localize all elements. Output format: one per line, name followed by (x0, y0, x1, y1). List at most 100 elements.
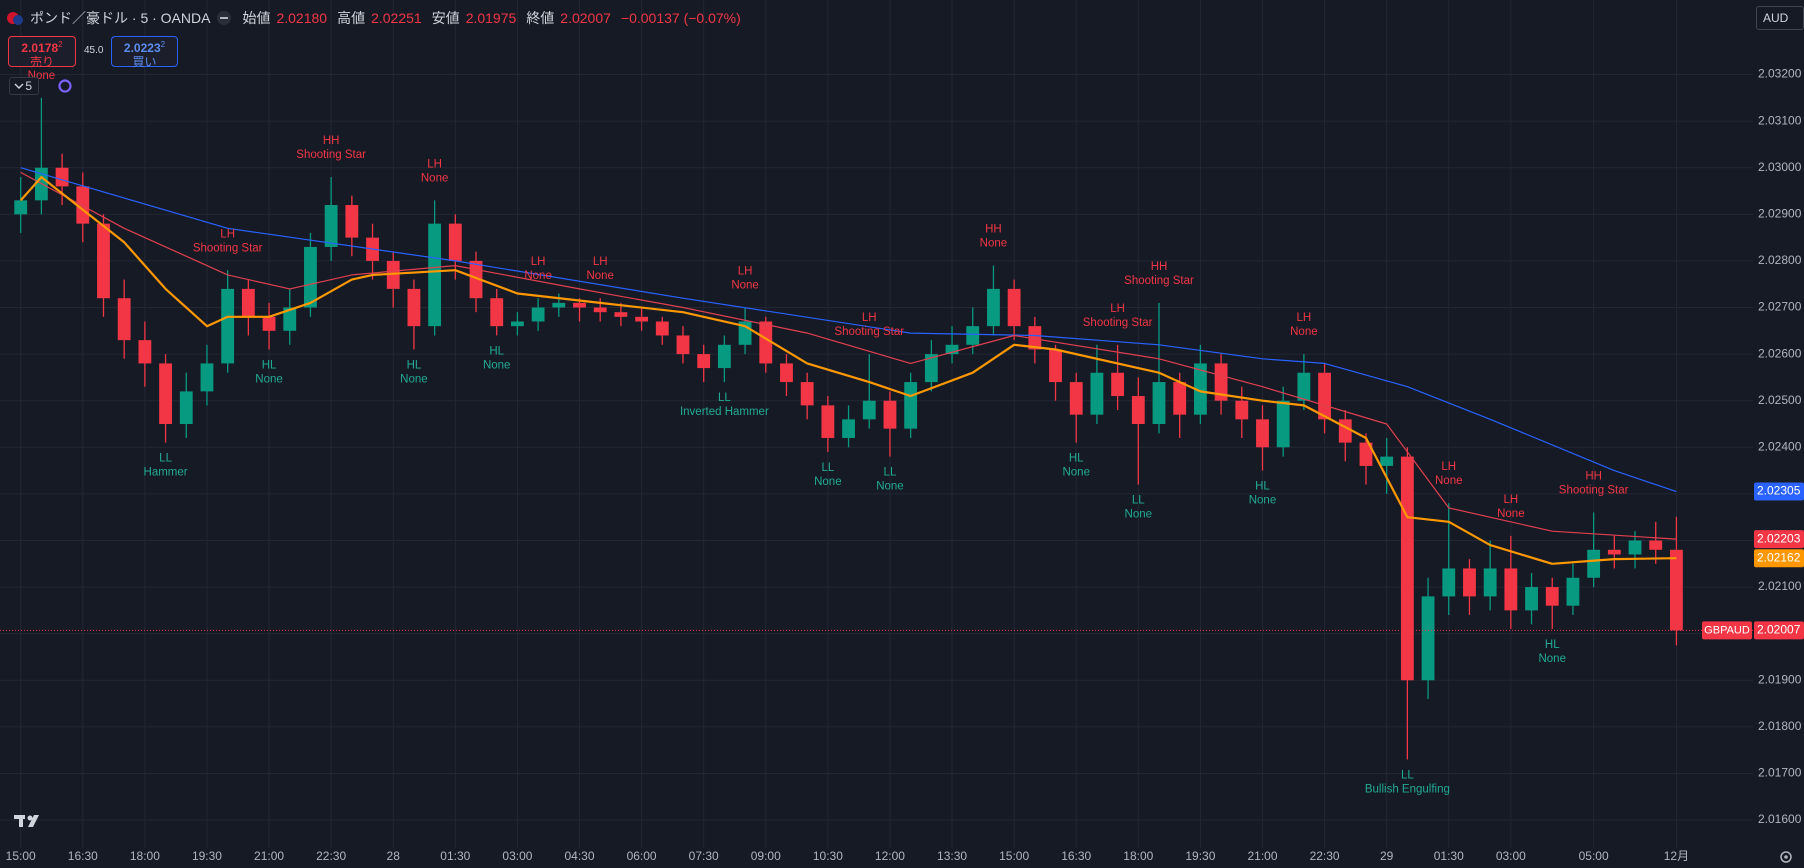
candle-body (1338, 419, 1352, 443)
pivot-label: None (876, 481, 904, 493)
ma-line (20, 171, 1677, 540)
x-tick-label: 01:30 (440, 849, 470, 863)
candle-body (76, 186, 90, 224)
buy-price: 2.0223 (123, 41, 161, 55)
pivot-label: LH (1441, 461, 1456, 473)
price-tag (1754, 482, 1804, 501)
y-tick-label: 2.03100 (1758, 113, 1802, 127)
indicator-toggle[interactable]: 5 (9, 77, 39, 95)
price-tag-label: 2.02162 (1757, 550, 1801, 564)
pivot-label: HL (407, 359, 422, 371)
pivot-label: None (400, 373, 428, 385)
sell-button[interactable]: 2.01782 売り (8, 36, 76, 69)
candle-body (987, 288, 1000, 327)
candle-body (1297, 372, 1311, 401)
candle-body (1587, 549, 1601, 578)
candle-body (200, 363, 214, 392)
ohlc-label: 始値 (242, 10, 271, 26)
candle-body (283, 307, 297, 331)
candle-body (428, 223, 442, 327)
x-tick-label: 22:30 (316, 849, 346, 863)
price-tag-label: 2.02305 (1757, 484, 1801, 498)
pivot-label: LH (531, 256, 546, 268)
symbol-tag (1702, 621, 1752, 640)
x-tick-label: 16:30 (1061, 849, 1091, 863)
x-tick-label: 18:00 (1123, 849, 1153, 863)
candle-body (1380, 456, 1394, 466)
candle-body (1152, 382, 1166, 424)
ohlc-label: 安値 (431, 10, 460, 26)
pivot-label: None (980, 238, 1008, 250)
candle-body (221, 288, 235, 364)
candle-body (1566, 577, 1580, 606)
pivot-label: Shooting Star (834, 326, 904, 338)
pivot-label: HL (1255, 481, 1270, 493)
candle-body (1525, 587, 1538, 611)
candle-body (1607, 549, 1621, 555)
candle-body (945, 344, 959, 355)
pivot-label: LL (884, 467, 897, 479)
candle-body (800, 382, 814, 406)
x-tick-label: 21:00 (254, 849, 284, 863)
price-tag (1754, 530, 1804, 549)
pivot-label: HL (1545, 639, 1560, 651)
x-tick-label: 13:30 (937, 849, 967, 863)
pivot-label: Shooting Star (296, 149, 366, 161)
currency: AUD (1763, 11, 1789, 25)
candle-body (552, 302, 566, 308)
pivot-label: None (1538, 653, 1566, 665)
candle-body (862, 400, 876, 420)
candle-body (1628, 540, 1642, 555)
pivot-label: HL (1069, 453, 1084, 465)
candle-body (1256, 419, 1269, 448)
settings-icon[interactable] (1780, 851, 1792, 863)
collapse-icon[interactable] (216, 10, 232, 26)
y-tick-label: 2.02700 (1758, 300, 1802, 314)
candle-body (1504, 568, 1518, 611)
chevron-icon (14, 83, 24, 89)
currency-button[interactable]: AUD (1756, 6, 1804, 30)
buy-button[interactable]: 2.02232 買い (111, 36, 178, 69)
y-tick-label: 2.02900 (1758, 207, 1802, 221)
ohlc-value: 2.01975 (465, 10, 517, 26)
x-tick-label: 07:30 (689, 849, 719, 863)
x-tick-label: 10:30 (813, 849, 843, 863)
candle-body (635, 316, 649, 322)
candle-body (1193, 363, 1207, 415)
y-tick-label: 2.01800 (1758, 719, 1802, 733)
x-tick-label: 12月 (1664, 849, 1689, 863)
candle-body (324, 205, 338, 247)
candle-body (614, 312, 628, 317)
candle-body (904, 382, 918, 429)
candle-body (1442, 568, 1456, 597)
candle-body (179, 391, 193, 424)
pivot-label: LH (1297, 312, 1312, 324)
y-tick-label: 2.02500 (1758, 393, 1802, 407)
x-tick-label: 05:00 (1579, 849, 1609, 863)
x-tick-label: 19:30 (192, 849, 222, 863)
sell-label: 売り (29, 55, 54, 69)
ma-line (19, 176, 1677, 565)
pivot-label: LL (159, 453, 172, 465)
x-tick-label: 04:30 (564, 849, 594, 863)
price-tag-label: 2.02203 (1757, 531, 1801, 545)
candle-body (1421, 596, 1435, 681)
pivot-label: None (814, 476, 842, 488)
symbol: ポンド／豪ドル · 5 · OANDA (30, 10, 211, 26)
pivot-label: None (421, 172, 449, 184)
pivot-label: None (586, 270, 614, 282)
pivot-label: None (1125, 509, 1153, 521)
pivot-label: Bullish Engulfing (1365, 784, 1450, 796)
logo (14, 815, 39, 827)
candle-body (14, 200, 28, 215)
y-tick-label: 2.02800 (1758, 253, 1802, 267)
x-tick-label: 06:00 (627, 849, 657, 863)
candle-body (676, 335, 690, 355)
pivot-label: LH (1110, 303, 1125, 315)
sell-pip: 2 (58, 40, 63, 49)
candle-body (1049, 349, 1062, 383)
pivot-label: HL (262, 359, 277, 371)
